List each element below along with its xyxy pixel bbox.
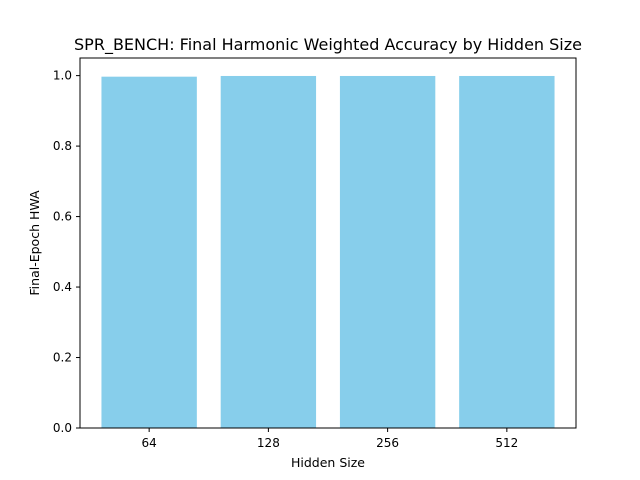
bar-512 [459,75,555,428]
y-axis-label: Final-Epoch HWA [27,190,42,296]
y-tick-label: 0.8 [53,139,72,153]
x-axis: 64 128 256 512 [142,428,518,450]
bar-64 [101,76,197,428]
y-tick-label: 0.0 [53,421,72,435]
x-axis-label: Hidden Size [291,455,365,470]
bar-128 [220,75,317,428]
chart-title: SPR_BENCH: Final Harmonic Weighted Accur… [74,35,582,55]
bars-group [101,75,555,428]
x-tick-label: 512 [495,436,518,450]
y-tick-label: 0.6 [53,210,72,224]
plot-frame [79,57,577,429]
y-axis: 0.0 0.2 0.4 0.6 0.8 1.0 [53,69,80,435]
x-tick-label: 256 [376,436,399,450]
x-tick-label: 128 [257,436,280,450]
y-tick-label: 0.4 [53,280,72,294]
bar-256 [339,75,436,428]
y-tick-label: 1.0 [53,69,72,83]
x-tick-label: 64 [142,436,157,450]
y-tick-label: 0.2 [53,351,72,365]
